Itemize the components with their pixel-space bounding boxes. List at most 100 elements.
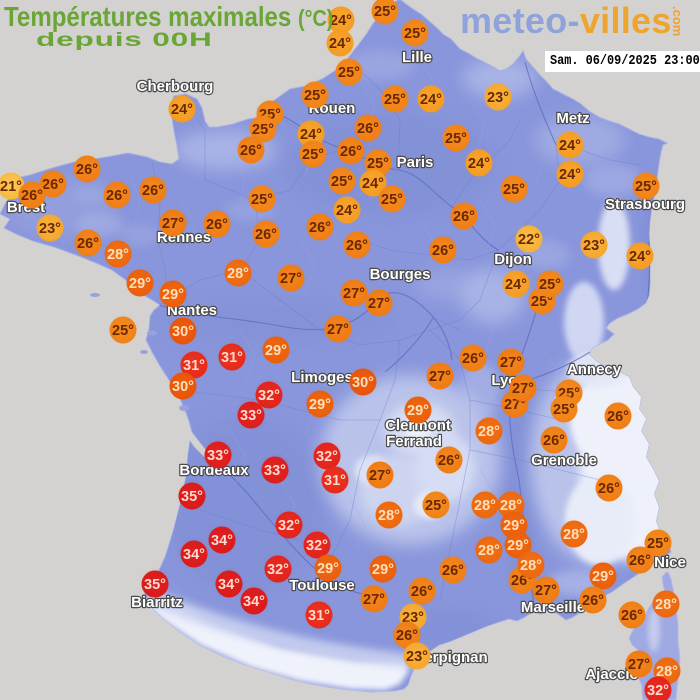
- svg-text:28°: 28°: [227, 266, 249, 282]
- svg-text:29°: 29°: [162, 287, 184, 303]
- svg-text:33°: 33°: [207, 448, 229, 464]
- svg-text:32°: 32°: [306, 538, 328, 554]
- svg-text:Nice: Nice: [654, 554, 686, 571]
- svg-text:25°: 25°: [251, 192, 273, 208]
- svg-text:28°: 28°: [378, 508, 400, 524]
- svg-text:25°: 25°: [381, 192, 403, 208]
- svg-text:29°: 29°: [592, 569, 614, 585]
- svg-text:26°: 26°: [357, 121, 379, 137]
- svg-text:27°: 27°: [162, 216, 184, 232]
- svg-text:26°: 26°: [432, 243, 454, 259]
- svg-text:Cherbourg: Cherbourg: [137, 78, 214, 95]
- svg-text:25°: 25°: [445, 131, 467, 147]
- svg-text:26°: 26°: [442, 563, 464, 579]
- svg-text:26°: 26°: [309, 220, 331, 236]
- svg-text:24°: 24°: [559, 167, 581, 183]
- svg-text:26°: 26°: [607, 409, 629, 425]
- svg-text:27°: 27°: [343, 286, 365, 302]
- svg-text:24°: 24°: [468, 156, 490, 172]
- svg-text:28°: 28°: [520, 558, 542, 574]
- svg-text:25°: 25°: [553, 402, 575, 418]
- svg-text:26°: 26°: [582, 593, 604, 609]
- svg-text:29°: 29°: [317, 561, 339, 577]
- svg-text:32°: 32°: [647, 683, 669, 699]
- svg-text:25°: 25°: [503, 182, 525, 198]
- svg-text:28°: 28°: [656, 664, 678, 680]
- svg-text:29°: 29°: [129, 276, 151, 292]
- svg-text:25°: 25°: [112, 323, 134, 339]
- svg-text:24°: 24°: [629, 249, 651, 265]
- svg-text:27°: 27°: [280, 271, 302, 287]
- svg-text:33°: 33°: [240, 408, 262, 424]
- svg-text:25°: 25°: [647, 536, 669, 552]
- svg-text:Bordeaux: Bordeaux: [179, 462, 249, 479]
- svg-text:24°: 24°: [336, 203, 358, 219]
- svg-text:24°: 24°: [505, 277, 527, 293]
- svg-text:34°: 34°: [218, 577, 240, 593]
- svg-text:30°: 30°: [352, 375, 374, 391]
- svg-text:25°: 25°: [302, 147, 324, 163]
- svg-text:24°: 24°: [559, 138, 581, 154]
- svg-text:26°: 26°: [255, 227, 277, 243]
- svg-text:26°: 26°: [543, 433, 565, 449]
- svg-text:26°: 26°: [396, 628, 418, 644]
- svg-text:31°: 31°: [221, 350, 243, 366]
- svg-text:31°: 31°: [183, 358, 205, 374]
- svg-text:25°: 25°: [338, 65, 360, 81]
- svg-text:34°: 34°: [211, 533, 233, 549]
- svg-text:29°: 29°: [507, 538, 529, 554]
- svg-text:22°: 22°: [518, 232, 540, 248]
- svg-text:26°: 26°: [462, 351, 484, 367]
- svg-text:27°: 27°: [368, 296, 390, 312]
- svg-text:26°: 26°: [76, 162, 98, 178]
- svg-text:25°: 25°: [531, 294, 553, 310]
- svg-text:27°: 27°: [500, 355, 522, 371]
- svg-text:26°: 26°: [453, 209, 475, 225]
- svg-text:Paris: Paris: [397, 154, 434, 171]
- svg-text:26°: 26°: [438, 453, 460, 469]
- svg-text:26°: 26°: [346, 238, 368, 254]
- svg-text:26°: 26°: [598, 481, 620, 497]
- svg-text:32°: 32°: [278, 518, 300, 534]
- svg-text:27°: 27°: [512, 381, 534, 397]
- svg-text:23°: 23°: [487, 90, 509, 106]
- svg-text:25°: 25°: [331, 174, 353, 190]
- svg-text:26°: 26°: [77, 236, 99, 252]
- svg-text:33°: 33°: [264, 463, 286, 479]
- svg-text:28°: 28°: [474, 498, 496, 514]
- svg-text:31°: 31°: [308, 608, 330, 624]
- svg-text:26°: 26°: [629, 553, 651, 569]
- svg-text:26°: 26°: [206, 217, 228, 233]
- svg-text:25°: 25°: [384, 92, 406, 108]
- svg-text:26°: 26°: [142, 183, 164, 199]
- svg-text:23°: 23°: [406, 649, 428, 665]
- svg-text:35°: 35°: [144, 577, 166, 593]
- svg-text:29°: 29°: [372, 562, 394, 578]
- svg-text:Grenoble: Grenoble: [531, 452, 597, 469]
- svg-text:27°: 27°: [535, 583, 557, 599]
- svg-text:29°: 29°: [309, 397, 331, 413]
- svg-text:Perpignan: Perpignan: [414, 649, 487, 666]
- svg-text:Dijon: Dijon: [494, 251, 532, 268]
- svg-text:Toulouse: Toulouse: [289, 577, 355, 594]
- svg-text:Annecy: Annecy: [567, 361, 622, 378]
- svg-text:29°: 29°: [265, 343, 287, 359]
- svg-text:23°: 23°: [39, 221, 61, 237]
- svg-text:26°: 26°: [621, 608, 643, 624]
- svg-text:24°: 24°: [329, 36, 351, 52]
- svg-text:26°: 26°: [21, 188, 43, 204]
- svg-text:28°: 28°: [107, 247, 129, 263]
- svg-text:25°: 25°: [425, 498, 447, 514]
- svg-text:25°: 25°: [304, 88, 326, 104]
- svg-text:29°: 29°: [503, 518, 525, 534]
- svg-text:26°: 26°: [106, 188, 128, 204]
- svg-text:27°: 27°: [363, 592, 385, 608]
- svg-text:28°: 28°: [655, 597, 677, 613]
- svg-text:24°: 24°: [171, 102, 193, 118]
- svg-text:Metz: Metz: [556, 110, 589, 127]
- svg-text:24°: 24°: [300, 127, 322, 143]
- svg-text:24°: 24°: [362, 176, 384, 192]
- svg-text:28°: 28°: [563, 527, 585, 543]
- svg-text:Limoges: Limoges: [291, 369, 353, 386]
- svg-text:28°: 28°: [478, 543, 500, 559]
